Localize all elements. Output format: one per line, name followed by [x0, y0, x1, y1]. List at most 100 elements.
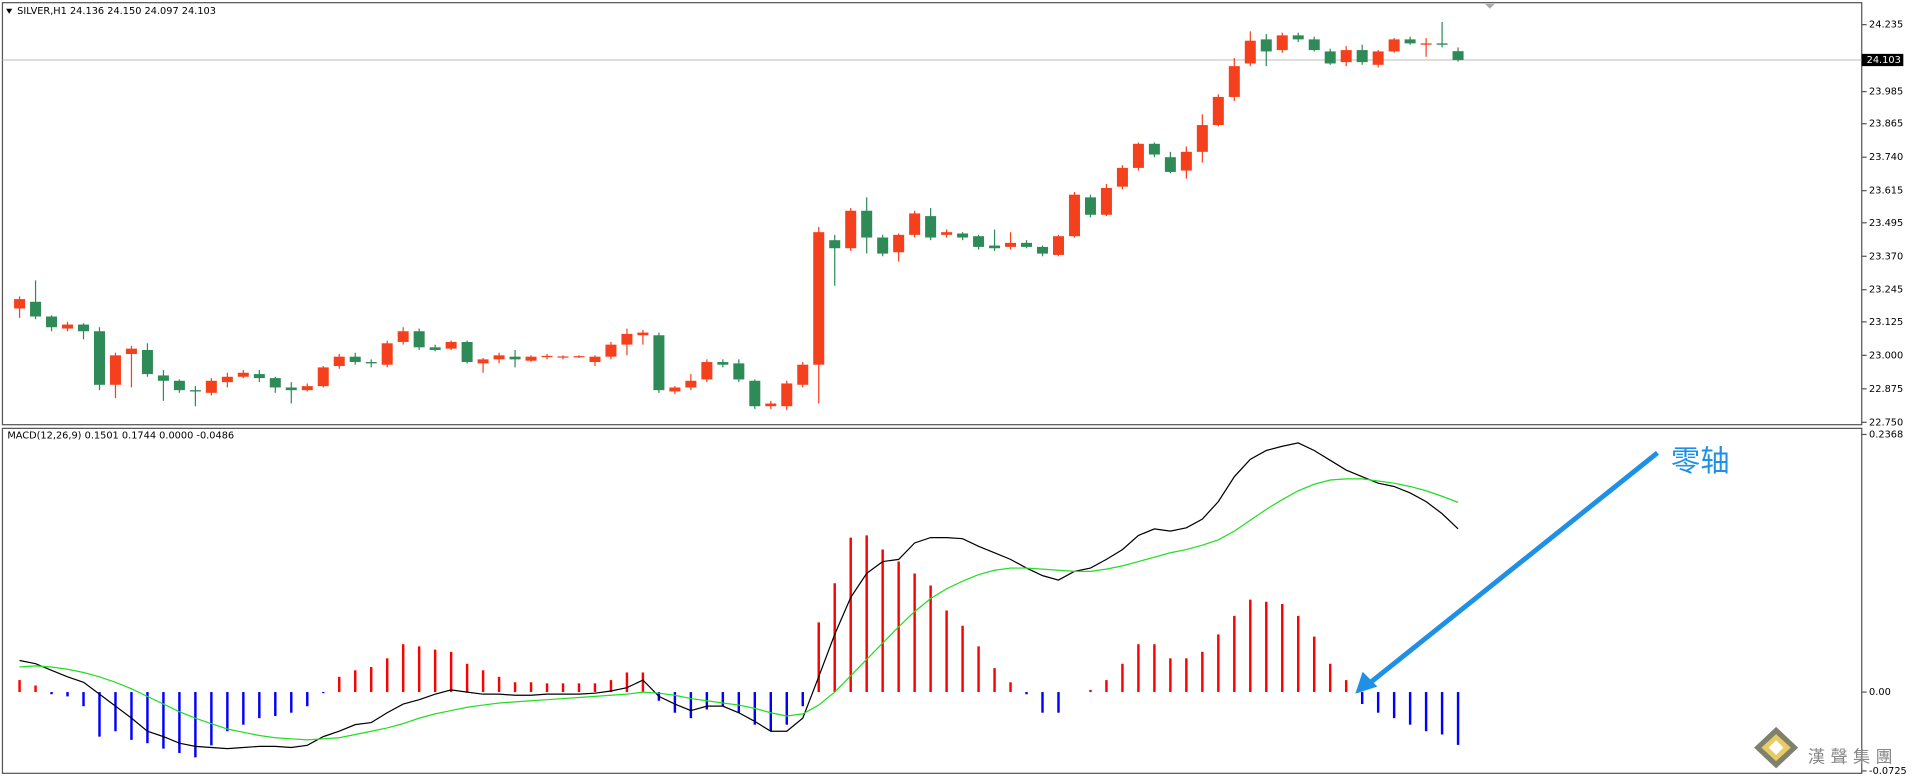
candle-body: [1228, 66, 1240, 97]
current-price-box: [1861, 53, 1904, 67]
candle-body: [637, 332, 649, 336]
candle-body: [829, 240, 841, 249]
candle-body: [1196, 125, 1208, 152]
candle-body: [685, 380, 697, 388]
candle-body: [125, 348, 137, 355]
watermark-logo: [1754, 726, 1799, 769]
indicator-title: MACD(12,26,9) 0.1501 0.1744 0.0000 -0.04…: [7, 431, 234, 442]
candle-body: [957, 233, 969, 238]
candle-body: [413, 331, 425, 348]
candle-body: [1068, 194, 1080, 237]
candle-body: [1420, 43, 1432, 45]
candle-body: [1052, 236, 1064, 255]
candle-body: [557, 356, 569, 358]
candle-body: [78, 324, 90, 332]
y-tick-label: 23.985: [1869, 87, 1903, 98]
y-tick-label: -0.0725: [1869, 766, 1907, 776]
candle-body: [1340, 50, 1352, 63]
candle-body: [1436, 43, 1448, 45]
candle-body: [301, 386, 313, 391]
candle-body: [1244, 40, 1256, 64]
candle-body: [1084, 197, 1096, 215]
candle-body: [1005, 242, 1017, 247]
candle-body: [349, 356, 361, 363]
candle-body: [1452, 51, 1464, 60]
candle-body: [285, 387, 297, 391]
chart-title: SILVER,H1 24.136 24.150 24.097 24.103: [17, 6, 216, 17]
candle-body: [1180, 151, 1192, 171]
y-tick-label: 23.245: [1869, 285, 1903, 296]
candle-body: [765, 403, 777, 407]
candle-body: [701, 362, 713, 380]
annotation: 零轴: [1671, 444, 1730, 478]
candle-body: [589, 356, 601, 363]
candle-body: [173, 380, 185, 391]
candle-body: [93, 331, 105, 385]
price-panel: [1, 2, 1863, 426]
candle-body: [1324, 51, 1336, 64]
candle-body: [509, 356, 521, 360]
candle-body: [381, 343, 393, 365]
candle-body: [1388, 39, 1400, 52]
candle-body: [813, 232, 825, 365]
candle-body: [1037, 246, 1049, 254]
y-tick-label: 22.875: [1869, 384, 1903, 395]
candle-body: [253, 374, 265, 379]
menu-triangle[interactable]: [6, 8, 13, 14]
candle-body: [461, 341, 473, 363]
candle-body: [1356, 50, 1368, 63]
candle-body: [717, 362, 729, 365]
candle-body: [477, 359, 489, 364]
candle-body: [573, 356, 585, 358]
y-tick-label: 23.370: [1869, 251, 1903, 262]
candle-body: [749, 380, 761, 407]
candle-body: [1260, 39, 1272, 52]
candle-body: [845, 210, 857, 249]
y-tick-label: 23.615: [1869, 186, 1903, 197]
candle-body: [1212, 96, 1224, 126]
y-tick-label: 24.235: [1869, 20, 1903, 31]
candle-body: [1308, 39, 1320, 51]
candle-body: [989, 245, 1001, 249]
annotation-arrow: [1368, 450, 1659, 685]
candle-body: [1292, 35, 1304, 40]
candle-body: [1164, 157, 1176, 172]
candle-body: [1276, 35, 1288, 51]
candle-body: [30, 301, 42, 317]
candle-body: [221, 376, 233, 383]
candle-body: [733, 363, 745, 380]
indicator-line: [19, 478, 1459, 741]
candle-body: [269, 378, 281, 388]
candle-body: [1132, 143, 1144, 168]
plot-layer: 24.235 23.985 23.865 23.740 23.615 23.495 23.3…: [2, 20, 1907, 777]
candle-body: [525, 356, 537, 361]
candle-body: [781, 383, 793, 407]
candle-body: [445, 341, 457, 349]
y-tick-label: 23.000: [1869, 350, 1903, 361]
candle-body: [877, 237, 889, 254]
candle-body: [317, 367, 329, 387]
y-tick-label: 23.495: [1869, 218, 1903, 229]
y-tick-label: 23.125: [1869, 317, 1903, 328]
candle-body: [621, 333, 633, 345]
shift-marker: [1484, 3, 1495, 9]
candle-body: [925, 216, 937, 238]
macd-panel: [1, 427, 1863, 774]
y-tick-label: 23.740: [1869, 152, 1903, 163]
candle-body: [493, 355, 505, 360]
candle-body: [189, 390, 201, 392]
indicator-line: [19, 442, 1459, 750]
candle-body: [941, 232, 953, 235]
candle-body: [62, 324, 74, 329]
candle-body: [1116, 167, 1128, 187]
candle-body: [973, 236, 985, 247]
y-tick-label: 0.00: [1869, 687, 1891, 698]
candle-body: [365, 362, 377, 364]
annotation-arrowhead: [1355, 671, 1378, 694]
candle-body: [1404, 39, 1416, 44]
candle-body: [1372, 51, 1384, 65]
candle-body: [1021, 242, 1033, 247]
